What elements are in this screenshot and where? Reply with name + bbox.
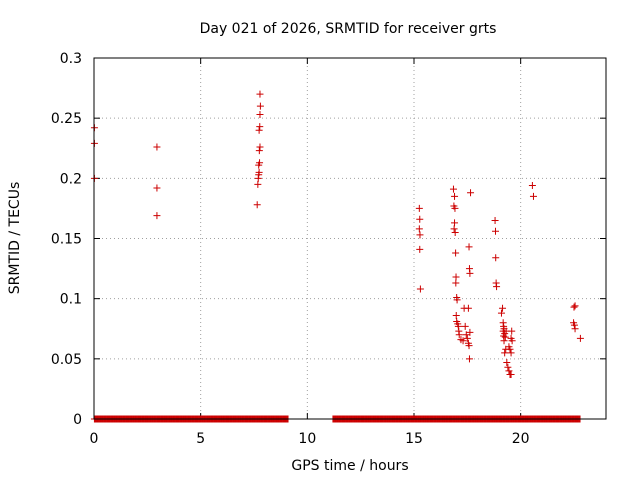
- data-point: [462, 331, 470, 339]
- data-point: [463, 334, 471, 342]
- data-point: [576, 334, 584, 342]
- x-axis-label: GPS time / hours: [291, 458, 408, 474]
- data-point: [505, 367, 513, 375]
- data-point: [256, 102, 264, 110]
- y-tick-label: 0.05: [51, 352, 82, 368]
- data-point: [455, 331, 463, 339]
- data-point: [416, 215, 424, 223]
- data-point: [416, 285, 424, 293]
- data-point: [501, 349, 509, 357]
- y-tick-label: 0.3: [60, 51, 82, 67]
- y-tick-label: 0: [73, 412, 82, 428]
- data-point: [256, 123, 264, 131]
- data-point: [452, 249, 460, 257]
- data-point: [452, 312, 460, 320]
- grid-lines: [94, 58, 606, 419]
- data-point: [256, 111, 264, 119]
- data-point: [451, 192, 459, 200]
- y-tick-label: 0.2: [60, 171, 82, 187]
- data-point: [466, 328, 474, 336]
- data-point: [507, 370, 515, 378]
- data-point: [499, 304, 507, 312]
- data-point: [491, 227, 499, 235]
- data-point: [452, 273, 460, 281]
- data-point: [416, 231, 424, 239]
- data-point: [255, 147, 263, 155]
- data-point: [465, 342, 473, 350]
- data-point: [153, 143, 161, 151]
- data-point: [502, 327, 510, 335]
- data-point: [415, 204, 423, 212]
- data-point: [452, 279, 460, 287]
- data-point: [571, 302, 579, 310]
- x-tick-label: 20: [512, 431, 530, 447]
- y-tick-label: 0.1: [60, 292, 82, 308]
- data-point: [466, 269, 474, 277]
- data-point: [500, 337, 508, 345]
- data-point: [492, 254, 500, 262]
- y-tick-label: 0.25: [51, 111, 82, 127]
- data-point: [528, 182, 536, 190]
- data-point: [570, 303, 578, 311]
- data-point: [497, 309, 505, 317]
- data-point: [507, 349, 515, 357]
- data-point: [459, 337, 467, 345]
- data-point: [254, 180, 262, 188]
- data-point: [256, 143, 264, 151]
- data-point: [461, 322, 469, 330]
- data-point: [256, 90, 264, 98]
- data-point: [465, 243, 473, 251]
- data-point: [493, 283, 501, 291]
- data-point: [153, 184, 161, 192]
- x-tick-label: 0: [90, 431, 99, 447]
- data-point: [464, 304, 472, 312]
- data-point: [256, 159, 264, 167]
- data-point: [571, 325, 579, 333]
- data-point: [491, 216, 499, 224]
- data-point: [501, 333, 509, 341]
- chart-title: Day 021 of 2026, SRMTID for receiver grt…: [200, 21, 497, 37]
- y-tick-label: 0.15: [51, 232, 82, 248]
- data-point: [451, 204, 459, 212]
- x-tick-label: 10: [298, 431, 316, 447]
- data-point: [453, 296, 461, 304]
- y-axis-label: SRMTID / TECUs: [7, 182, 23, 295]
- x-tick-label: 15: [405, 431, 423, 447]
- x-tick-label: 5: [196, 431, 205, 447]
- data-point: [506, 345, 514, 353]
- data-point: [253, 201, 261, 209]
- data-point: [507, 334, 515, 342]
- data-point: [504, 363, 512, 371]
- data-point: [153, 212, 161, 220]
- data-point: [529, 192, 537, 200]
- plot-frame: [93, 57, 607, 420]
- data-point: [570, 321, 578, 329]
- data-point: [255, 126, 263, 134]
- data-point: [465, 355, 473, 363]
- data-point: [449, 185, 457, 193]
- data-point: [451, 228, 459, 236]
- data-points: [90, 90, 584, 423]
- data-point: [415, 225, 423, 233]
- data-point: [450, 225, 458, 233]
- data-point: [451, 219, 459, 227]
- data-point: [503, 358, 511, 366]
- data-point: [467, 189, 475, 197]
- data-point: [416, 245, 424, 253]
- axis-ticks: 0 5 10 15 20 0 0.05 0.1 0.15 0.2 0.25 0.3: [51, 51, 606, 447]
- data-point: [255, 168, 263, 176]
